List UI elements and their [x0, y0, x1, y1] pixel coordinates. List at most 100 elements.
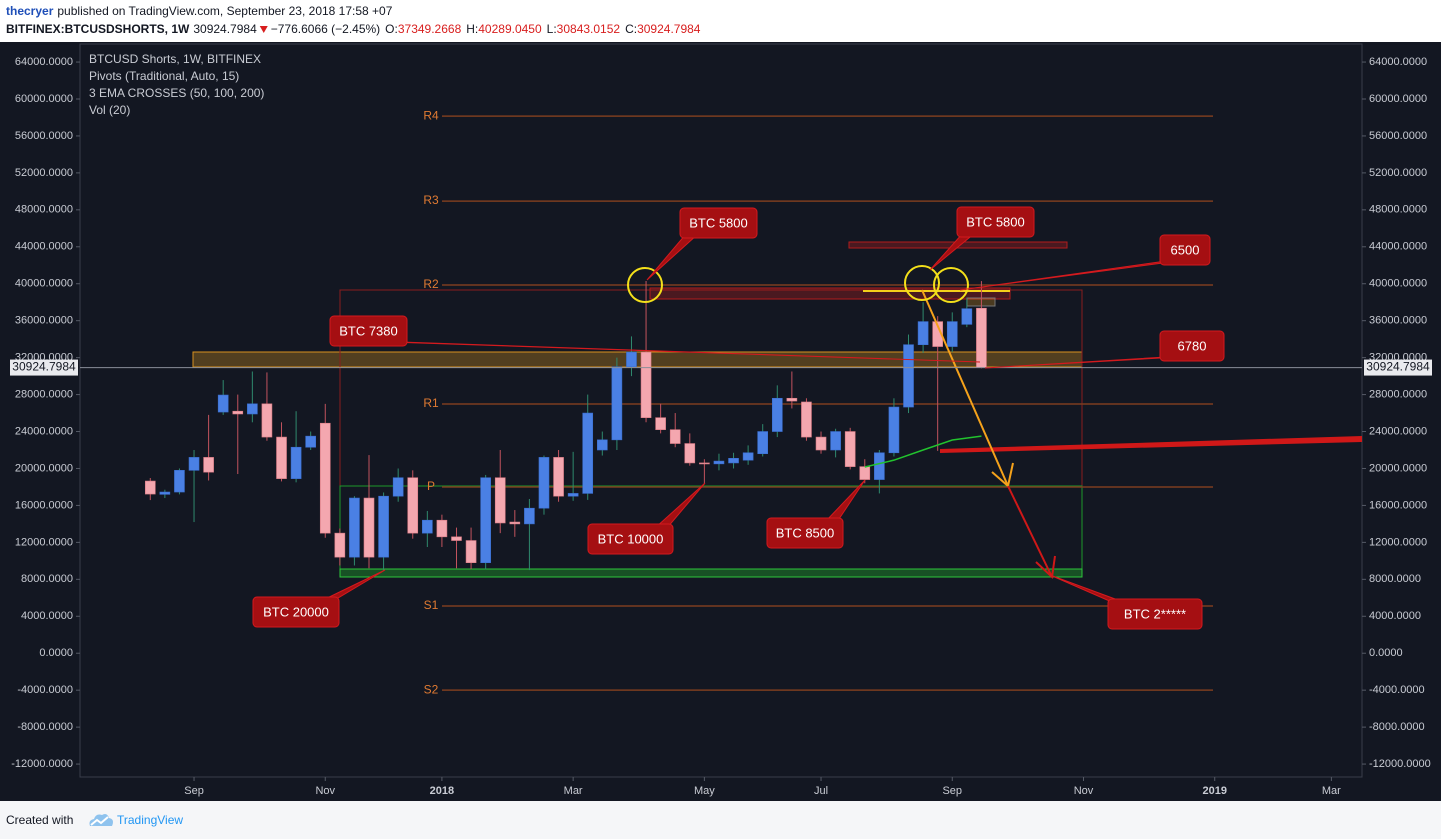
logo-line — [90, 816, 109, 826]
price-label-bg — [10, 359, 78, 376]
candle-body — [567, 493, 579, 497]
candle-body — [932, 321, 943, 347]
candle-body — [728, 458, 739, 464]
candle-body — [290, 446, 302, 479]
candle-body — [261, 403, 273, 438]
y-tick-label: 52000.0000 — [15, 167, 73, 179]
y-tick-label: 44000.0000 — [15, 241, 73, 253]
y-tick-label: 40000.0000 — [15, 278, 73, 290]
y-tick-label: -12000.0000 — [1369, 758, 1431, 770]
candle-body — [844, 431, 856, 467]
candle-body — [509, 521, 521, 525]
candle-body — [815, 436, 827, 451]
ohlc-label: C: — [625, 22, 637, 36]
y-tick-label: 0.0000 — [39, 647, 73, 659]
callout-box — [329, 315, 408, 347]
candle-body — [174, 470, 185, 493]
pivot-label: P — [427, 479, 435, 493]
arrow-head — [1035, 555, 1056, 580]
y-tick-label: -4000.0000 — [1369, 684, 1425, 696]
candle-body — [465, 540, 477, 563]
callout-text: 6780 — [1178, 338, 1207, 353]
callout-box — [956, 206, 1035, 238]
callout-text: BTC 5800 — [689, 215, 748, 230]
x-tick-label: Nov — [315, 785, 335, 797]
candle-body — [888, 406, 900, 454]
y-tick-label: 4000.0000 — [21, 610, 73, 622]
indicator-label: Pivots (Traditional, Auto, 15) — [89, 69, 239, 83]
candle-body — [713, 460, 725, 465]
y-tick-label: 56000.0000 — [15, 130, 73, 142]
y-tick-label: -8000.0000 — [1369, 721, 1425, 733]
price-label: 30924.7984 — [1366, 360, 1430, 374]
candle-body — [655, 417, 666, 430]
x-tick-label: Sep — [184, 785, 204, 797]
y-tick-label: 48000.0000 — [15, 204, 73, 216]
candle-body — [684, 443, 696, 464]
y-tick-label: 20000.0000 — [15, 462, 73, 474]
highlight-circle — [627, 267, 663, 303]
candles — [144, 280, 987, 572]
ohlc-value: 30843.0152 — [557, 22, 621, 36]
candle-body — [144, 480, 156, 495]
candle-body — [319, 422, 331, 534]
callout-text: BTC 5800 — [966, 214, 1025, 229]
candle-body — [771, 397, 783, 432]
candle-body — [188, 457, 200, 471]
candle-body — [422, 519, 433, 534]
callout-box — [679, 207, 758, 239]
arrow-line — [1007, 485, 1053, 578]
callout-box — [1107, 598, 1203, 630]
pivot-label: S1 — [424, 598, 439, 612]
pivot-label: S2 — [424, 682, 439, 696]
pivot-label: R3 — [423, 193, 439, 207]
y-tick-label: 40000.0000 — [1369, 278, 1427, 290]
y-tick-label: 4000.0000 — [1369, 610, 1421, 622]
callout-text: BTC 8500 — [776, 525, 835, 540]
indicator-label: 3 EMA CROSSES (50, 100, 200) — [89, 86, 264, 100]
y-tick-label: -12000.0000 — [11, 758, 73, 770]
candle-body — [392, 477, 404, 497]
y-tick-label: 60000.0000 — [1369, 93, 1427, 105]
callout-box — [252, 596, 340, 628]
candle-body — [480, 477, 491, 563]
candle-body — [378, 495, 389, 558]
chart-title: BTCUSD Shorts, 1W, BITFINEX — [89, 52, 261, 66]
y-tick-label: 24000.0000 — [1369, 425, 1427, 437]
candle-body — [699, 462, 710, 465]
candle-body — [334, 532, 346, 558]
author: thecryer — [6, 4, 54, 18]
candle-body — [757, 431, 769, 454]
candle-body — [903, 344, 914, 408]
candle-body — [597, 439, 608, 451]
x-tick-label: Jul — [814, 785, 828, 797]
candle-body — [946, 321, 958, 347]
y-tick-label: 8000.0000 — [21, 573, 73, 585]
candle-body — [494, 477, 506, 524]
ohlc-value: 30924.7984 — [637, 22, 701, 36]
candle-body — [874, 452, 885, 480]
y-tick-label: 20000.0000 — [1369, 462, 1427, 474]
candle-body — [217, 394, 229, 413]
change: −776.6066 (−2.45%) — [271, 22, 380, 36]
green-zone — [339, 568, 1083, 578]
candle-body — [232, 410, 244, 415]
y-tick-label: -8000.0000 — [17, 721, 73, 733]
y-tick-label: 16000.0000 — [1369, 499, 1427, 511]
tv-logo — [89, 814, 113, 826]
ohlc-label: H: — [466, 22, 478, 36]
red-wedge — [940, 436, 1362, 453]
x-tick-label: 2018 — [430, 785, 454, 797]
ema-line — [864, 435, 982, 468]
candle-body — [582, 412, 594, 494]
y-tick-label: 8000.0000 — [1369, 573, 1421, 585]
ohlc-label: L: — [547, 22, 557, 36]
y-tick-label: 48000.0000 — [1369, 204, 1427, 216]
callout-box — [587, 523, 674, 555]
callout-text: BTC 2***** — [1124, 606, 1186, 621]
callout-box — [1159, 234, 1211, 266]
callout-box — [1159, 330, 1225, 362]
candle-body — [830, 431, 841, 451]
x-tick-label: Mar — [564, 785, 583, 797]
